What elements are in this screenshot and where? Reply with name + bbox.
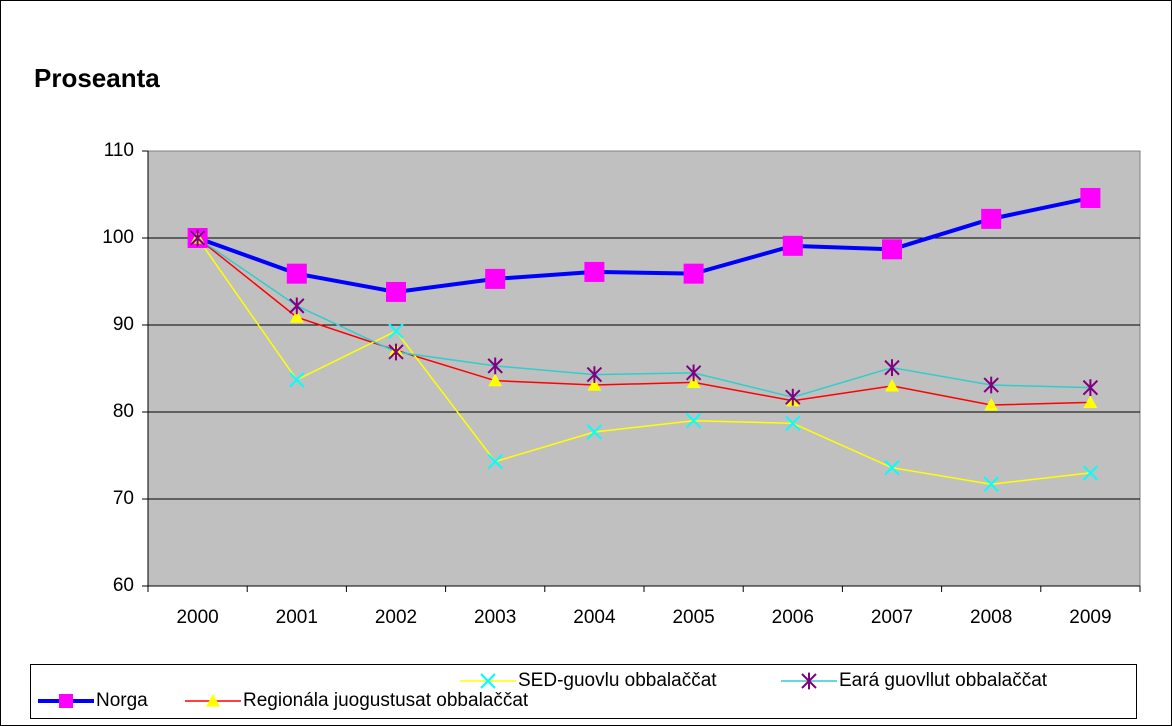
marker xyxy=(884,359,900,377)
marker xyxy=(388,323,404,339)
series-line xyxy=(197,237,1091,398)
marker xyxy=(189,229,206,247)
marker xyxy=(884,459,900,476)
marker xyxy=(785,415,801,432)
marker xyxy=(686,375,701,389)
marker xyxy=(983,376,999,394)
marker xyxy=(386,281,406,302)
marker xyxy=(782,235,803,256)
marker xyxy=(981,208,1002,229)
marker xyxy=(885,378,899,392)
marker xyxy=(485,268,506,289)
marker xyxy=(685,364,702,382)
marker xyxy=(683,263,704,284)
series-line xyxy=(196,196,1091,294)
legend-label: SED-guovlu obbalaččat xyxy=(518,670,717,691)
x-tick-label: 2009 xyxy=(1069,607,1111,628)
y-tick-label: 110 xyxy=(104,140,134,161)
marker xyxy=(584,261,605,282)
y-tick-label: 80 xyxy=(113,401,134,422)
y-tick-label: 100 xyxy=(102,227,134,248)
marker xyxy=(488,373,503,387)
marker xyxy=(1080,187,1101,208)
marker xyxy=(487,357,503,375)
x-tick-label: 2004 xyxy=(573,607,616,628)
legend-label: Regionála juogustusat obbalaččat xyxy=(243,690,529,711)
y-tick-label: 70 xyxy=(113,488,134,509)
marker xyxy=(289,310,304,323)
chart-title: Proseanta xyxy=(34,63,160,93)
y-tick-label: 90 xyxy=(113,314,134,335)
marker xyxy=(289,297,305,315)
marker xyxy=(785,388,801,406)
marker xyxy=(984,398,999,411)
x-tick-label: 2003 xyxy=(474,607,516,628)
x-tick-label: 2000 xyxy=(176,607,218,628)
legend-label: Eará guovllut obbalaččat xyxy=(839,670,1048,691)
x-tick-label: 2008 xyxy=(970,607,1012,628)
marker xyxy=(289,372,305,388)
series-line xyxy=(196,237,1091,485)
legend-label: Norga xyxy=(96,690,148,711)
marker xyxy=(1083,395,1098,409)
marker xyxy=(286,263,307,284)
y-tick-label: 60 xyxy=(113,575,134,596)
marker xyxy=(480,673,496,689)
marker xyxy=(206,694,220,707)
x-tick-label: 2002 xyxy=(375,607,417,628)
marker xyxy=(983,476,999,492)
marker xyxy=(685,412,702,429)
x-tick-label: 2006 xyxy=(772,607,814,628)
x-tick-label: 2007 xyxy=(871,607,913,628)
marker xyxy=(587,378,602,391)
marker xyxy=(59,694,73,708)
series-line xyxy=(197,237,1091,406)
marker xyxy=(388,343,404,361)
marker xyxy=(1082,465,1099,481)
marker xyxy=(882,239,902,260)
marker xyxy=(586,366,603,383)
marker xyxy=(487,453,503,470)
marker xyxy=(801,672,817,690)
legend-box xyxy=(30,664,1137,719)
marker xyxy=(1082,379,1099,397)
marker xyxy=(586,424,603,440)
x-tick-label: 2001 xyxy=(276,607,318,628)
x-tick-label: 2005 xyxy=(672,607,714,628)
